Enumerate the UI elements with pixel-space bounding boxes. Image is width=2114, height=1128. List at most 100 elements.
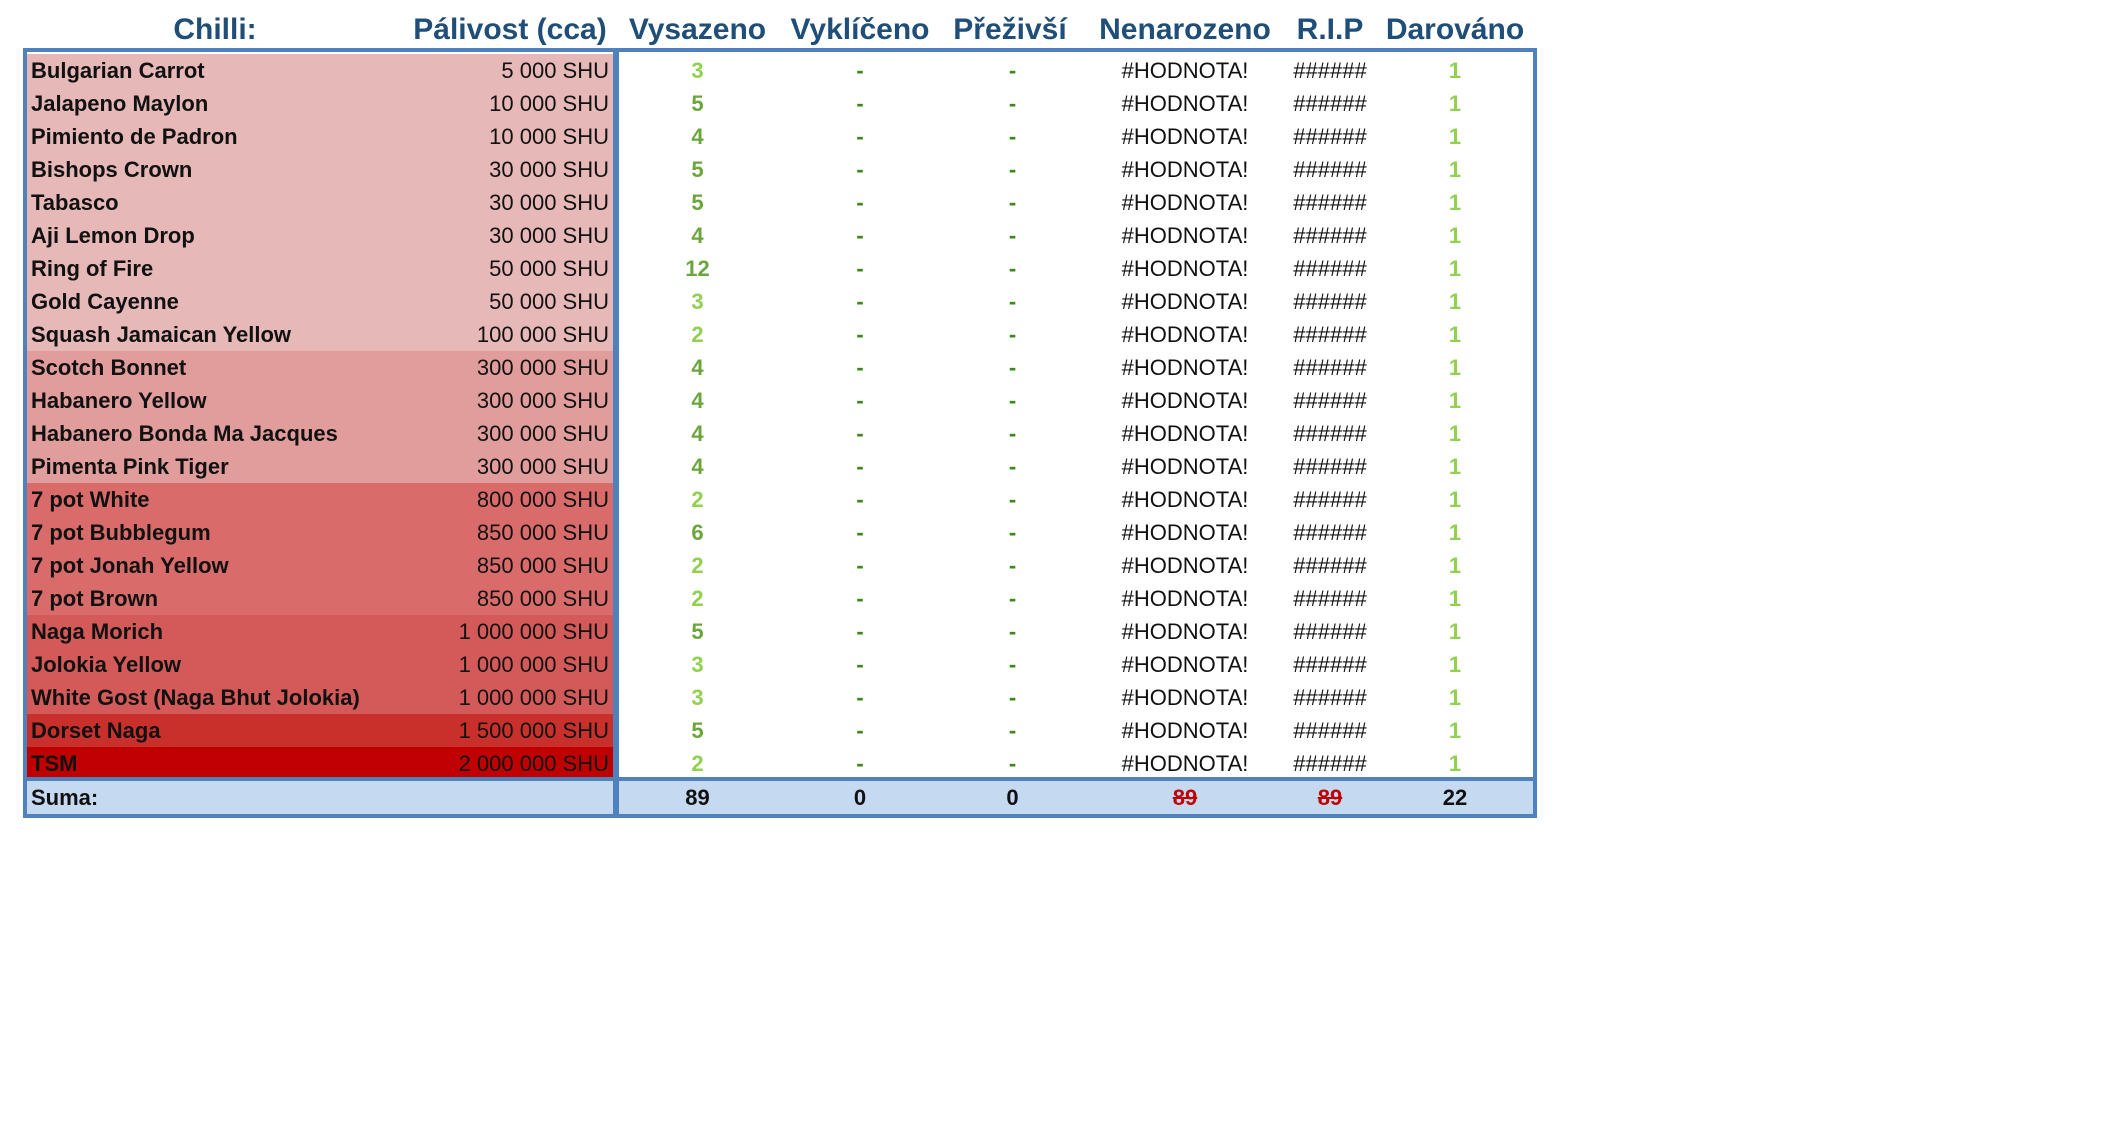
cell-nenarozeno: #HODNOTA! [1121, 718, 1249, 743]
header-vyklíčeno: Vyklíčeno [790, 13, 930, 46]
cell-darovano: 1 [1448, 586, 1462, 611]
table-row: Ring of Fire 50 000 SHU 12 - - #HODNOTA! #####… [0, 252, 1555, 285]
cell-vysazeno: 5 [691, 619, 704, 644]
cell-vyklíčeno: - [856, 157, 864, 182]
row-heat-background [27, 186, 613, 219]
cell-rip: ###### [1293, 586, 1367, 611]
cell-nenarozeno: #HODNOTA! [1121, 124, 1249, 149]
cell-preziv: - [1008, 586, 1017, 611]
cell-palivost: 1 000 000 SHU [458, 685, 609, 710]
cell-vyklíčeno: - [856, 190, 864, 215]
cell-chilli-name: White Gost (Naga Bhut Jolokia) [31, 685, 360, 710]
cell-vysazeno: 4 [691, 124, 704, 149]
table-row: Pimiento de Padron 10 000 SHU 4 - - #HODNOTA!… [0, 120, 1555, 153]
cell-nenarozeno: #HODNOTA! [1121, 586, 1249, 611]
cell-vyklíčeno: - [856, 619, 864, 644]
cell-preziv: - [1008, 652, 1017, 677]
cell-chilli-name: Pimenta Pink Tiger [31, 454, 229, 479]
cell-preziv: - [1008, 388, 1017, 413]
cell-vyklíčeno: - [856, 487, 864, 512]
header-chilli: Chilli: [173, 13, 257, 46]
cell-preziv: - [1008, 322, 1017, 347]
cell-darovano: 1 [1448, 619, 1462, 644]
cell-vyklíčeno: - [856, 289, 864, 314]
cell-chilli-name: Bishops Crown [31, 157, 193, 182]
sum-rip: 89 [1317, 785, 1343, 810]
cell-nenarozeno: #HODNOTA! [1121, 652, 1249, 677]
cell-palivost: 850 000 SHU [476, 553, 609, 578]
row-heat-background [27, 219, 613, 252]
cell-vysazeno: 2 [691, 322, 704, 347]
cell-palivost: 300 000 SHU [476, 454, 609, 479]
cell-rip: ###### [1293, 553, 1367, 578]
cell-vyklíčeno: - [856, 124, 864, 149]
cell-nenarozeno: #HODNOTA! [1121, 322, 1249, 347]
cell-vyklíčeno: - [856, 586, 864, 611]
cell-chilli-name: Jalapeno Maylon [31, 91, 209, 116]
row-heat-background [27, 417, 613, 450]
row-heat-background [27, 351, 613, 384]
cell-vyklíčeno: - [856, 256, 864, 281]
table-row: 7 pot White 800 000 SHU 2 - - #HODNOTA! ######… [0, 483, 1555, 516]
cell-vysazeno: 3 [691, 58, 704, 83]
table-row: Tabasco 30 000 SHU 5 - - #HODNOTA! ###### 1 [0, 186, 1555, 219]
header-nenarozeno: Nenarozeno [1099, 13, 1271, 46]
sum-preziv: 0 [1006, 785, 1019, 810]
cell-nenarozeno: #HODNOTA! [1121, 190, 1249, 215]
sum-vyklíčeno: 0 [853, 785, 867, 810]
cell-chilli-name: Aji Lemon Drop [31, 223, 195, 248]
row-heat-background [27, 516, 613, 549]
cell-nenarozeno: #HODNOTA! [1121, 223, 1249, 248]
cell-darovano: 1 [1448, 256, 1462, 281]
cell-nenarozeno: #HODNOTA! [1121, 421, 1249, 446]
sum-vysazeno: 89 [685, 785, 710, 810]
cell-palivost: 50 000 SHU [489, 289, 609, 314]
cell-nenarozeno: #HODNOTA! [1121, 751, 1249, 776]
cell-palivost: 50 000 SHU [489, 256, 609, 281]
cell-preziv: - [1008, 124, 1017, 149]
cell-vysazeno: 3 [691, 652, 704, 677]
table-row: Naga Morich 1 000 000 SHU 5 - - #HODNOTA! ####… [0, 615, 1555, 648]
cell-chilli-name: 7 pot Jonah Yellow [31, 553, 229, 578]
sum-left-frame [23, 777, 617, 818]
row-heat-background [27, 681, 613, 714]
cell-rip: ###### [1293, 520, 1367, 545]
cell-nenarozeno: #HODNOTA! [1121, 388, 1249, 413]
table-row: Aji Lemon Drop 30 000 SHU 4 - - #HODNOTA! ####… [0, 219, 1555, 252]
cell-palivost: 30 000 SHU [489, 190, 609, 215]
cell-rip: ###### [1293, 322, 1367, 347]
cell-vysazeno: 4 [691, 421, 704, 446]
cell-palivost: 1 000 000 SHU [458, 652, 609, 677]
cell-darovano: 1 [1448, 751, 1462, 776]
table-row: 7 pot Jonah Yellow 850 000 SHU 2 - - #HODNOTA… [0, 549, 1555, 582]
cell-palivost: 30 000 SHU [489, 157, 609, 182]
row-heat-background [27, 120, 613, 153]
cell-palivost: 10 000 SHU [489, 91, 609, 116]
cell-palivost: 1 500 000 SHU [458, 718, 609, 743]
cell-preziv: - [1008, 223, 1017, 248]
cell-vyklíčeno: - [856, 454, 864, 479]
cell-chilli-name: 7 pot Brown [31, 586, 159, 611]
sum-right-frame [615, 777, 1537, 818]
cell-chilli-name: Gold Cayenne [31, 289, 179, 314]
table-row: TSM 2 000 000 SHU 2 - - #HODNOTA! ###### 1 [0, 747, 1555, 780]
cell-chilli-name: Habanero Yellow [31, 388, 207, 413]
table-row: Habanero Yellow 300 000 SHU 4 - - #HODNOTA! ##… [0, 384, 1555, 417]
cell-rip: ###### [1293, 91, 1367, 116]
cell-rip: ###### [1293, 58, 1367, 83]
sum-label: Suma: [31, 785, 99, 810]
cell-preziv: - [1008, 685, 1017, 710]
table-row: Bulgarian Carrot 5 000 SHU 3 - - #HODNOTA! ###… [0, 54, 1555, 87]
cell-preziv: - [1008, 157, 1017, 182]
cell-nenarozeno: #HODNOTA! [1121, 553, 1249, 578]
cell-palivost: 5 000 SHU [501, 58, 609, 83]
cell-vyklíčeno: - [856, 553, 864, 578]
cell-vysazeno: 3 [691, 289, 704, 314]
cell-rip: ###### [1293, 157, 1367, 182]
cell-palivost: 10 000 SHU [489, 124, 609, 149]
cell-vysazeno: 2 [691, 586, 704, 611]
cell-rip: ###### [1293, 685, 1367, 710]
cell-preziv: - [1008, 487, 1017, 512]
header-palivost: Pálivost (cca) [413, 13, 607, 46]
cell-vysazeno: 2 [691, 751, 704, 776]
